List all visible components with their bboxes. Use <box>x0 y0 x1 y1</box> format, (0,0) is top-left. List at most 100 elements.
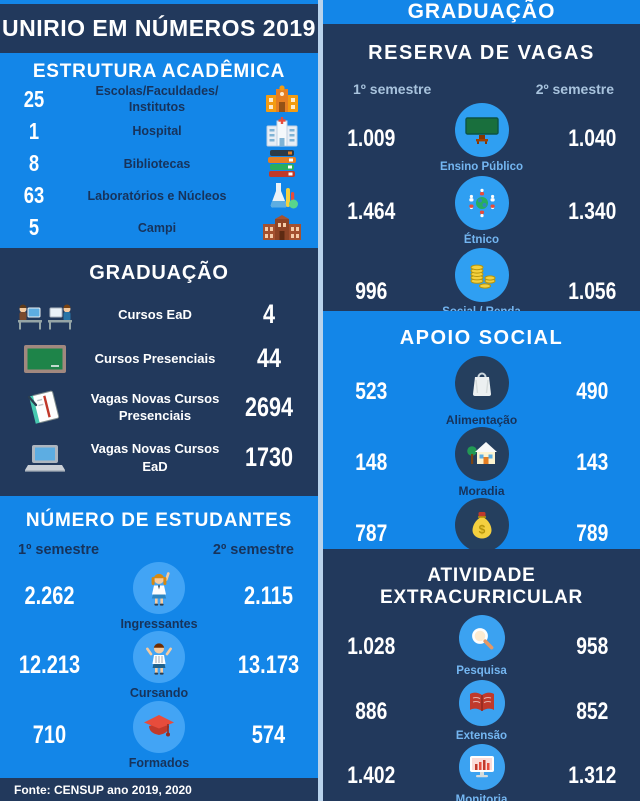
semester1-label: 1º semestre <box>18 542 100 558</box>
stat-row-bibliotecas: 8 Bibliotecas <box>0 148 318 180</box>
stat-label: Étnico <box>463 233 500 246</box>
apoio-heading: APOIO SOCIAL <box>399 327 564 349</box>
stat-value-sem1: 1.402 <box>347 762 396 790</box>
stat-row-formados: 710 Formados 574 <box>0 700 318 770</box>
stat-value-sem1: 1.028 <box>347 633 396 661</box>
coins-icon <box>454 248 509 303</box>
house-tree-icon <box>454 427 509 481</box>
food-bag-icon <box>454 356 509 410</box>
estudantes-rows: 2.262 <box>0 558 318 778</box>
stat-value-sem2: 852 <box>575 697 608 725</box>
stat-label: Cursos EaD <box>118 307 192 323</box>
section-graduacao-left: GRADUAÇÃO <box>0 248 318 496</box>
stat-label: Vagas Novas Cursos Presenciais <box>90 390 220 424</box>
students-computers-icon <box>10 300 80 330</box>
stat-row-ensino-publico: 1.009 Ensino Público <box>323 103 640 176</box>
stat-row-pesquisa: 1.028 Pesquisa 958 <box>323 615 640 680</box>
stat-value-sem1: 523 <box>355 377 388 405</box>
left-column: UNIRIO EM NÚMEROS 2019 ESTRUTURA ACADÊMI… <box>0 0 318 801</box>
stat-label: Cursos Presenciais <box>94 351 216 367</box>
open-book-icon <box>458 679 505 726</box>
stat-label: Escolas/Faculdades/ Institutos <box>95 84 219 115</box>
semester1-label: 1º semestre <box>353 81 432 97</box>
apoio-rows: 523 Alimentação 490 <box>323 350 640 579</box>
stat-row-ingressantes: 2.262 <box>0 562 318 631</box>
stat-value-sem1: 1.464 <box>347 197 396 225</box>
right-column-title: GRADUAÇÃO <box>323 0 640 24</box>
stat-label: Ingressantes <box>120 617 198 632</box>
stat-label: Ensino Público <box>439 161 524 173</box>
girl-student-icon <box>133 562 185 615</box>
right-column: GRADUAÇÃO RESERVA DE VAGAS 1º semestre 2… <box>323 0 640 801</box>
stat-row-moradia: 148 <box>323 427 640 498</box>
stat-value: 63 <box>23 182 45 209</box>
section-reserva-de-vagas: RESERVA DE VAGAS 1º semestre 2º semestre… <box>323 24 640 334</box>
stat-value: 5 <box>28 214 40 241</box>
boy-student-icon <box>133 631 185 684</box>
stat-row-monitoria: 1.402 <box>323 744 640 801</box>
stat-row-etnico: 1.464 <box>323 175 640 249</box>
estrutura-heading: ESTRUTURA ACADÊMICA <box>32 61 286 82</box>
graduation-cap-icon <box>133 700 185 753</box>
stat-value-sem1: 710 <box>32 720 67 749</box>
graduacao-heading: GRADUAÇÃO <box>89 262 229 284</box>
stat-label: Bibliotecas <box>123 156 191 171</box>
campus-building-icon <box>254 214 310 241</box>
atividade-heading: ATIVIDADE EXTRACURRICULAR <box>379 565 584 608</box>
stat-label: Monitoria <box>455 794 508 801</box>
stat-value-sem1: 787 <box>355 519 388 547</box>
stat-row-alimentacao: 523 Alimentação 490 <box>323 356 640 427</box>
semester2-label: 2º semestre <box>212 542 294 558</box>
laptop-icon <box>10 444 80 472</box>
stat-value-sem2: 574 <box>251 720 286 749</box>
stat-value-sem2: 143 <box>575 448 608 476</box>
stat-value-sem1: 1.009 <box>347 125 396 153</box>
monitor-chart-icon <box>458 744 505 791</box>
semester2-label: 2º semestre <box>535 81 614 97</box>
stat-label: Cursando <box>129 686 189 701</box>
money-bag-icon: $ <box>454 498 509 552</box>
stat-value-sem2: 2.115 <box>244 582 293 611</box>
section-atividade-extracurricular: ATIVIDADE EXTRACURRICULAR 1.028 Pesquisa <box>323 549 640 801</box>
stat-value-sem1: 12.213 <box>18 651 81 680</box>
reserva-heading: RESERVA DE VAGAS <box>368 42 595 64</box>
stat-value-sem1: 2.262 <box>24 582 75 611</box>
atividade-rows: 1.028 Pesquisa 958 886 <box>323 609 640 801</box>
stat-row-cursos-presenciais: Cursos Presenciais 44 <box>0 343 318 374</box>
semester-header-row: 1º semestre 2º semestre <box>323 65 640 97</box>
stat-row-cursos-ead: Cursos EaD 4 <box>0 299 318 330</box>
stat-value: 1 <box>28 118 40 145</box>
stat-value-sem2: 1.312 <box>567 762 616 790</box>
stat-value: 44 <box>256 343 282 374</box>
stat-value-sem1: 886 <box>355 697 388 725</box>
stat-value-sem2: 1.056 <box>567 278 616 306</box>
hospital-icon <box>254 116 310 147</box>
section-numero-estudantes: NÚMERO DE ESTUDANTES 1º semestre 2º seme… <box>0 496 318 778</box>
source-footer-left: Fonte: CENSUP ano 2019, 2020 <box>0 778 318 801</box>
lab-flasks-icon <box>254 181 310 211</box>
stat-row-hospital: 1 Hospital <box>0 116 318 148</box>
section-estrutura-academica: ESTRUTURA ACADÊMICA 25 Escolas/Faculdade… <box>0 53 318 248</box>
stat-value-sem2: 789 <box>575 519 608 547</box>
column-divider <box>318 0 323 801</box>
estrutura-rows: 25 Escolas/Faculdades/ Institutos <box>0 83 318 244</box>
stat-label: Laboratórios e Núcleos <box>87 188 227 203</box>
magnifier-icon <box>458 615 505 661</box>
reserva-rows: 1.009 Ensino Público <box>323 97 640 346</box>
stat-value-sem2: 958 <box>575 633 608 661</box>
stat-value-sem2: 490 <box>575 377 608 405</box>
estudantes-heading: NÚMERO DE ESTUDANTES <box>25 510 293 531</box>
stat-label: Pesquisa <box>456 665 507 677</box>
stat-value-sem2: 1.340 <box>567 197 616 225</box>
stat-value: 8 <box>28 150 40 177</box>
stat-label: Vagas Novas Cursos EaD <box>90 441 220 474</box>
stat-value: 1730 <box>244 442 294 473</box>
stat-label: Formados <box>128 755 190 770</box>
stat-value-sem2: 13.173 <box>237 651 300 680</box>
stat-label: Moradia <box>458 484 505 498</box>
dollar-glyph: $ <box>478 523 485 537</box>
section-apoio-social: APOIO SOCIAL 523 Alimentação <box>323 311 640 569</box>
stat-row-laboratorios: 63 Laboratórios e Núcleos <box>0 180 318 212</box>
stat-row-vagas-ead: Vagas Novas Cursos EaD 1730 <box>0 440 318 475</box>
